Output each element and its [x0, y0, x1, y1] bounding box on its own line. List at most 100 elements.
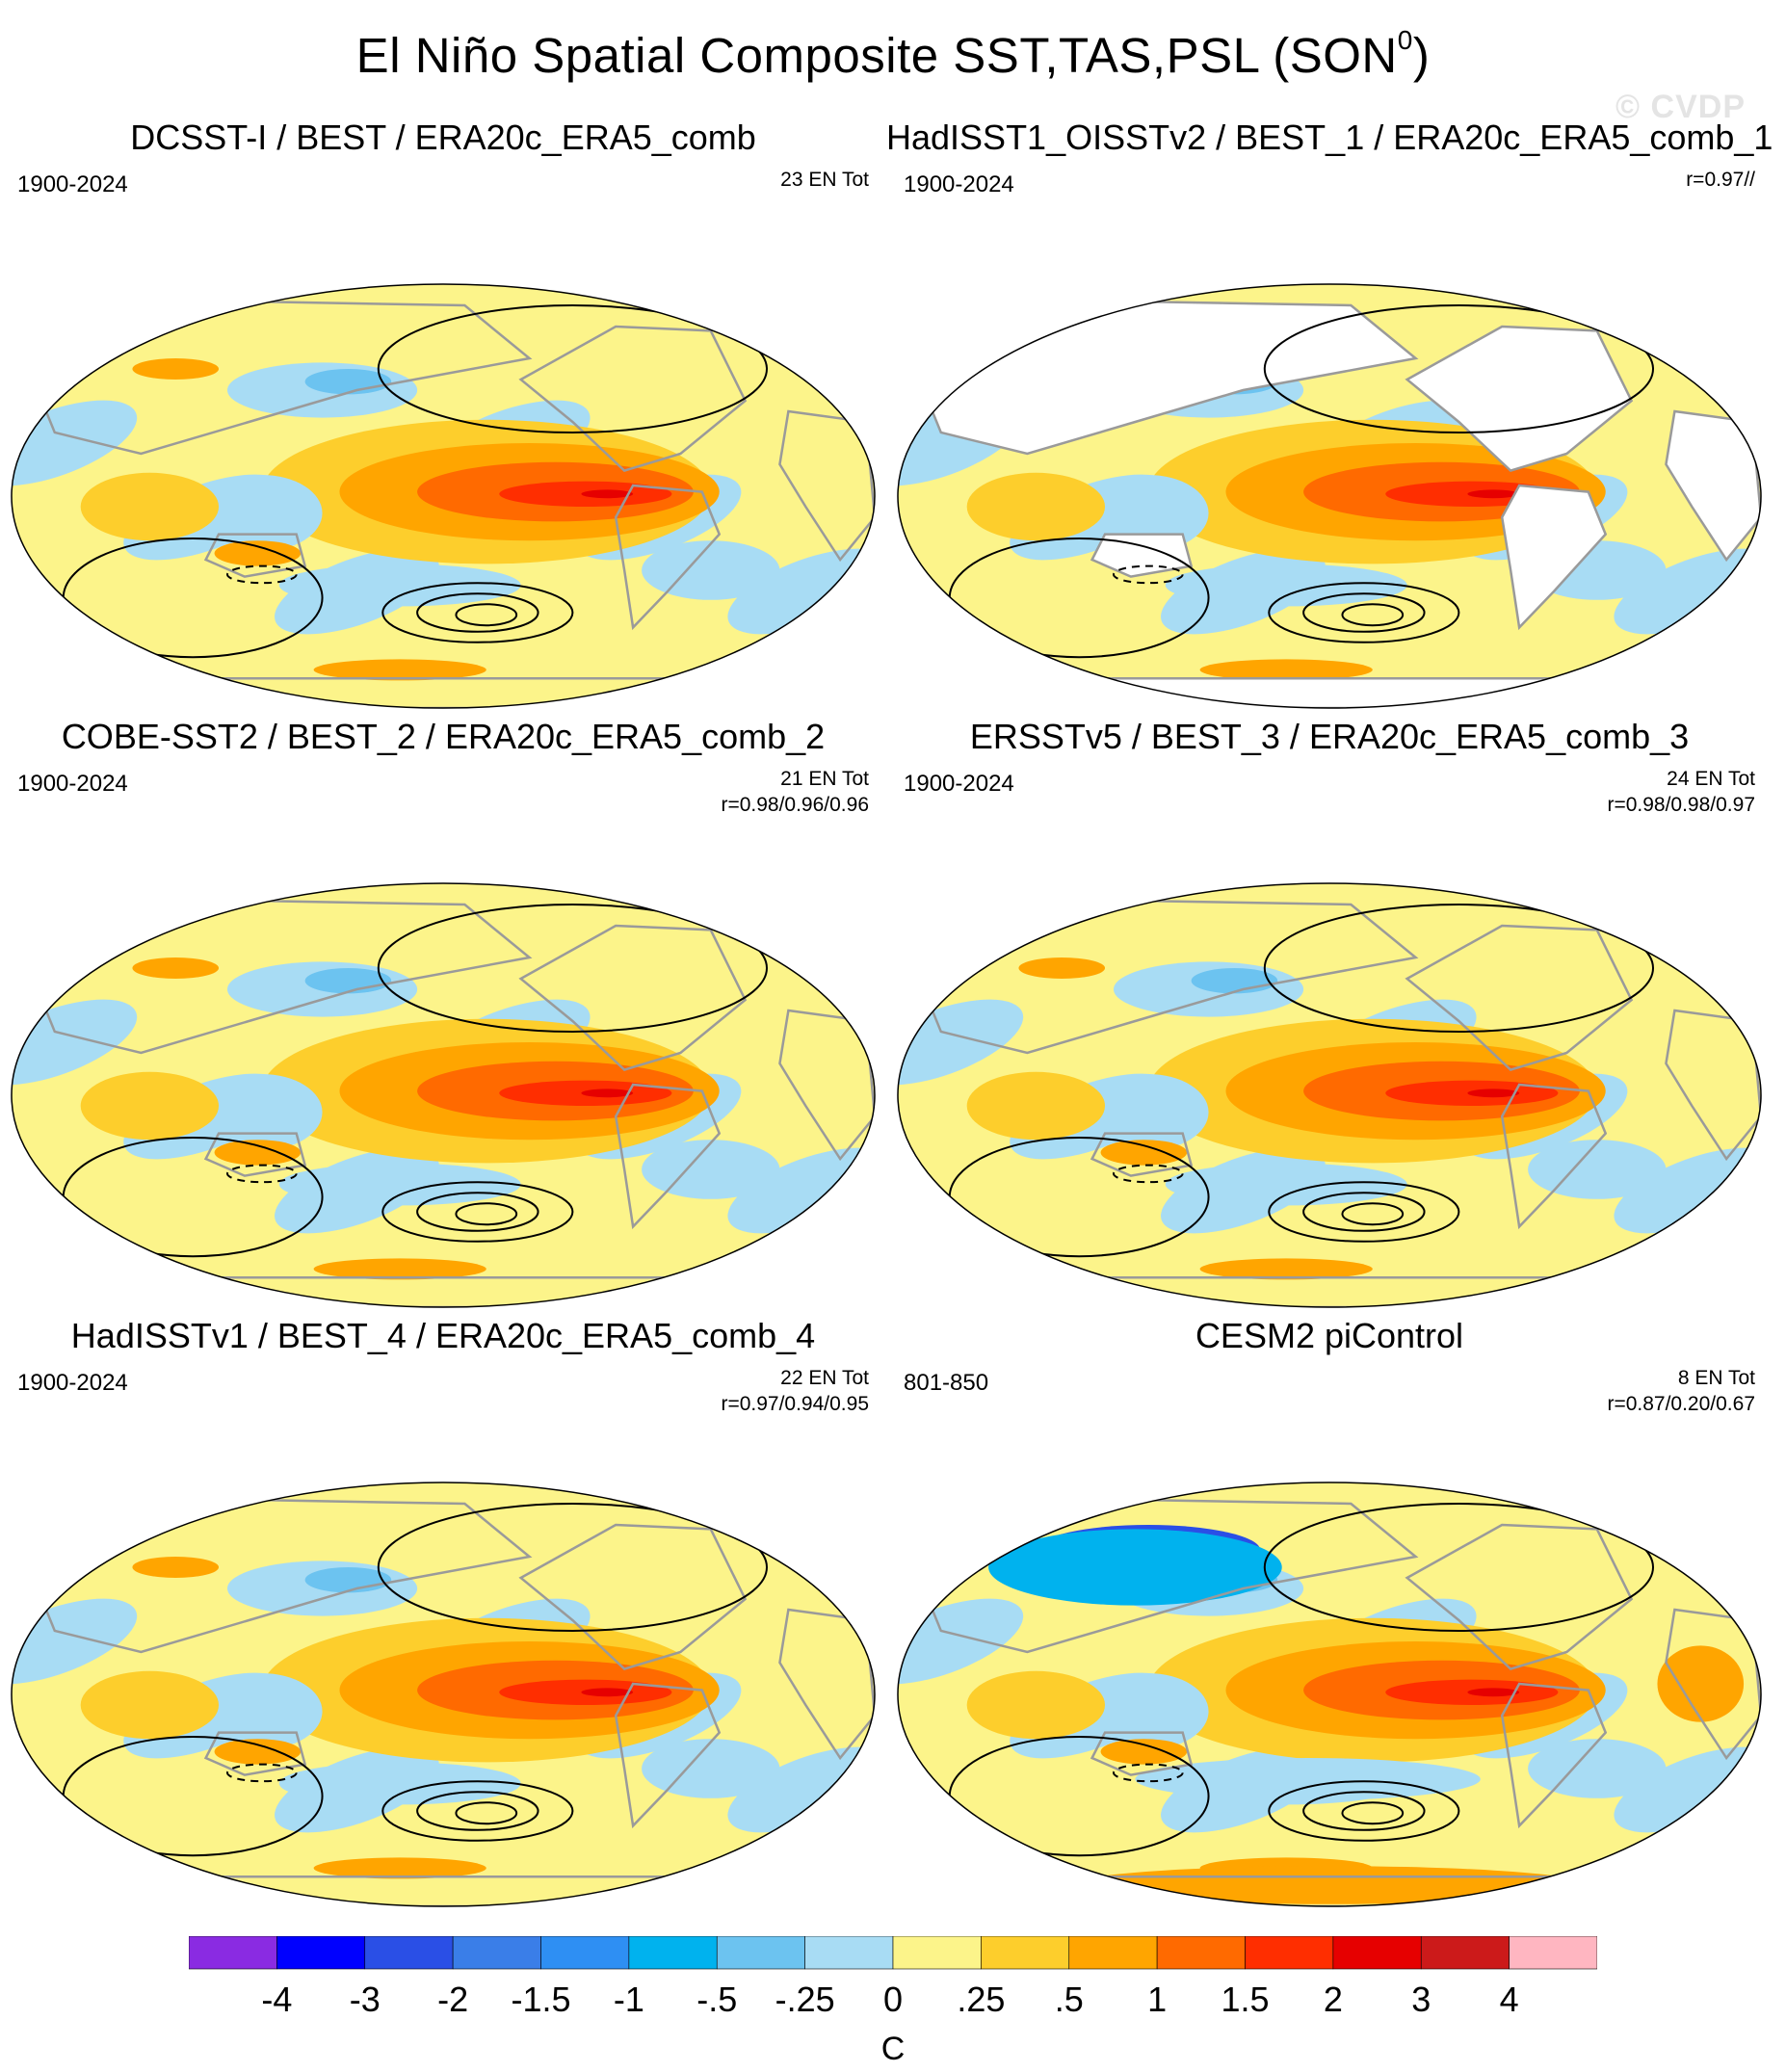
- panel-years: 1900-2024: [17, 771, 128, 797]
- psl-contour: [416, 1192, 539, 1232]
- cvdp-watermark: © CVDP: [1615, 89, 1746, 125]
- map-panel-6: CESM2 piControl 801-850 8 EN Tot r=0.87/0…: [886, 1312, 1773, 1909]
- australia-warm: [1100, 1739, 1188, 1765]
- panel-info: 23 EN Tot: [780, 167, 869, 193]
- warm-pool-cold: [1088, 1673, 1209, 1750]
- south-america-outline: [1500, 484, 1608, 631]
- pattern-correlation: r=0.98/0.98/0.97: [1607, 794, 1755, 816]
- warm-pool-cold: [201, 1074, 323, 1151]
- colorbar-box: [1245, 1936, 1334, 1970]
- indian-warm: [80, 1071, 220, 1141]
- europe-cold: [988, 1529, 1282, 1606]
- psl-contour: [1302, 592, 1426, 633]
- colorbar-boxes: [189, 1936, 1597, 1970]
- south-pacific-cold: [1165, 564, 1407, 607]
- colorbar-box: [1156, 1936, 1246, 1970]
- south-america-outline: [1500, 1682, 1608, 1829]
- indian-warm: [966, 472, 1106, 541]
- colorbar-label: -1.5: [511, 1980, 570, 2019]
- australia-outline: [1090, 1731, 1194, 1776]
- colorbar-label: 1: [1147, 1980, 1167, 2019]
- colorbar-box: [189, 1936, 277, 1970]
- southern-ocean-warm: [1199, 1258, 1373, 1280]
- psl-contour: [226, 1763, 298, 1783]
- north-america-outline: [1405, 924, 1634, 1072]
- eurasia-outline: [31, 899, 533, 1055]
- eurasia-outline: [31, 300, 533, 456]
- panel-title: HadISSTv1 / BEST_4 / ERA20c_ERA5_comb_4: [70, 1316, 816, 1355]
- map-canvas: [897, 882, 1762, 1308]
- atlantic-cold: [642, 540, 780, 600]
- australia-warm: [214, 540, 302, 566]
- event-count: 24 EN Tot: [1667, 768, 1755, 790]
- colorbar-box: [540, 1936, 630, 1970]
- map-field: [898, 883, 1761, 1307]
- event-count: 23 EN Tot: [780, 169, 869, 191]
- panel-years: 1900-2024: [17, 171, 128, 197]
- north-america-outline: [1405, 1523, 1634, 1671]
- panel-title: ERSSTv5 / BEST_3 / ERA20c_ERA5_comb_3: [969, 717, 1690, 756]
- colorbar-box: [276, 1936, 366, 1970]
- psl-contour: [1341, 603, 1405, 627]
- colorbar-label: -2: [437, 1980, 468, 2019]
- psl-contour: [1113, 564, 1184, 585]
- psl-contour: [1341, 1801, 1405, 1825]
- colorbar-label: .5: [1055, 1980, 1084, 2019]
- pattern-correlation: r=0.98/0.96/0.96: [721, 794, 869, 816]
- south-pacific-cold: [1165, 1163, 1407, 1206]
- map-border: [897, 283, 1762, 709]
- southern-ocean-warm: [313, 659, 486, 681]
- colorbar-box: [892, 1936, 982, 1970]
- map-canvas: [11, 882, 876, 1308]
- north-america-outline: [518, 1523, 748, 1671]
- colorbar-label: -.25: [775, 1980, 835, 2019]
- pattern-correlation: r=0.87/0.20/0.67: [1607, 1393, 1755, 1415]
- indian-warm: [80, 472, 220, 541]
- colorbar-box: [1068, 1936, 1158, 1970]
- psl-contour: [1302, 1791, 1426, 1831]
- australia-outline: [203, 1731, 307, 1776]
- asia-warm: [132, 1557, 220, 1578]
- southern-ocean-warm: [1199, 659, 1373, 681]
- north-america-outline: [518, 325, 748, 473]
- south-america-outline: [1500, 1083, 1608, 1230]
- australia-outline: [203, 1132, 307, 1177]
- colorbar-label: 1.5: [1221, 1980, 1269, 2019]
- panel-title: COBE-SST2 / BEST_2 / ERA20c_ERA5_comb_2: [61, 717, 826, 756]
- panel-years: 1900-2024: [904, 171, 1014, 197]
- panel-years: 1900-2024: [904, 771, 1014, 797]
- indian-warm: [80, 1670, 220, 1740]
- colorbar-label: 0: [883, 1980, 903, 2019]
- colorbar-label: 4: [1500, 1980, 1519, 2019]
- south-pacific-cold: [278, 564, 521, 607]
- psl-contour: [226, 1164, 298, 1184]
- event-count: 8 EN Tot: [1677, 1367, 1755, 1389]
- psl-contour: [1341, 1202, 1405, 1226]
- map-field: [898, 1482, 1761, 1906]
- psl-contour: [1263, 304, 1655, 433]
- figure-title-superscript: 0: [1397, 25, 1413, 55]
- colorbar-label: 2: [1324, 1980, 1343, 2019]
- colorbar-units: C: [880, 2031, 906, 2067]
- psl-contour: [416, 1791, 539, 1831]
- colorbar-label: 3: [1411, 1980, 1431, 2019]
- colorbar-box: [452, 1936, 541, 1970]
- map-field: [12, 284, 875, 708]
- figure-title-close: ): [1412, 28, 1431, 83]
- nino-peak: [1467, 1688, 1520, 1697]
- colorbar-label: -3: [350, 1980, 381, 2019]
- colorbar: -4 -3 -2 -1.5 -1 -.5 -.25 0 .25 .5 1 1.5 2 3 4: [189, 1936, 1597, 2019]
- panel-years: 801-850: [904, 1370, 989, 1396]
- australia-warm: [214, 1739, 302, 1765]
- nino-peak: [581, 489, 634, 499]
- psl-contour: [1263, 904, 1655, 1033]
- psl-contour: [1113, 1164, 1184, 1184]
- psl-contour: [1268, 1780, 1460, 1842]
- warm-pool-cold: [201, 475, 323, 552]
- north-america-outline: [518, 924, 748, 1072]
- panel-title: DCSST-I / BEST / ERA20c_ERA5_comb: [130, 118, 756, 157]
- psl-contour: [377, 904, 769, 1033]
- psl-contour: [1263, 1503, 1655, 1632]
- atlantic-cold: [1528, 1739, 1667, 1798]
- psl-contour: [226, 564, 298, 585]
